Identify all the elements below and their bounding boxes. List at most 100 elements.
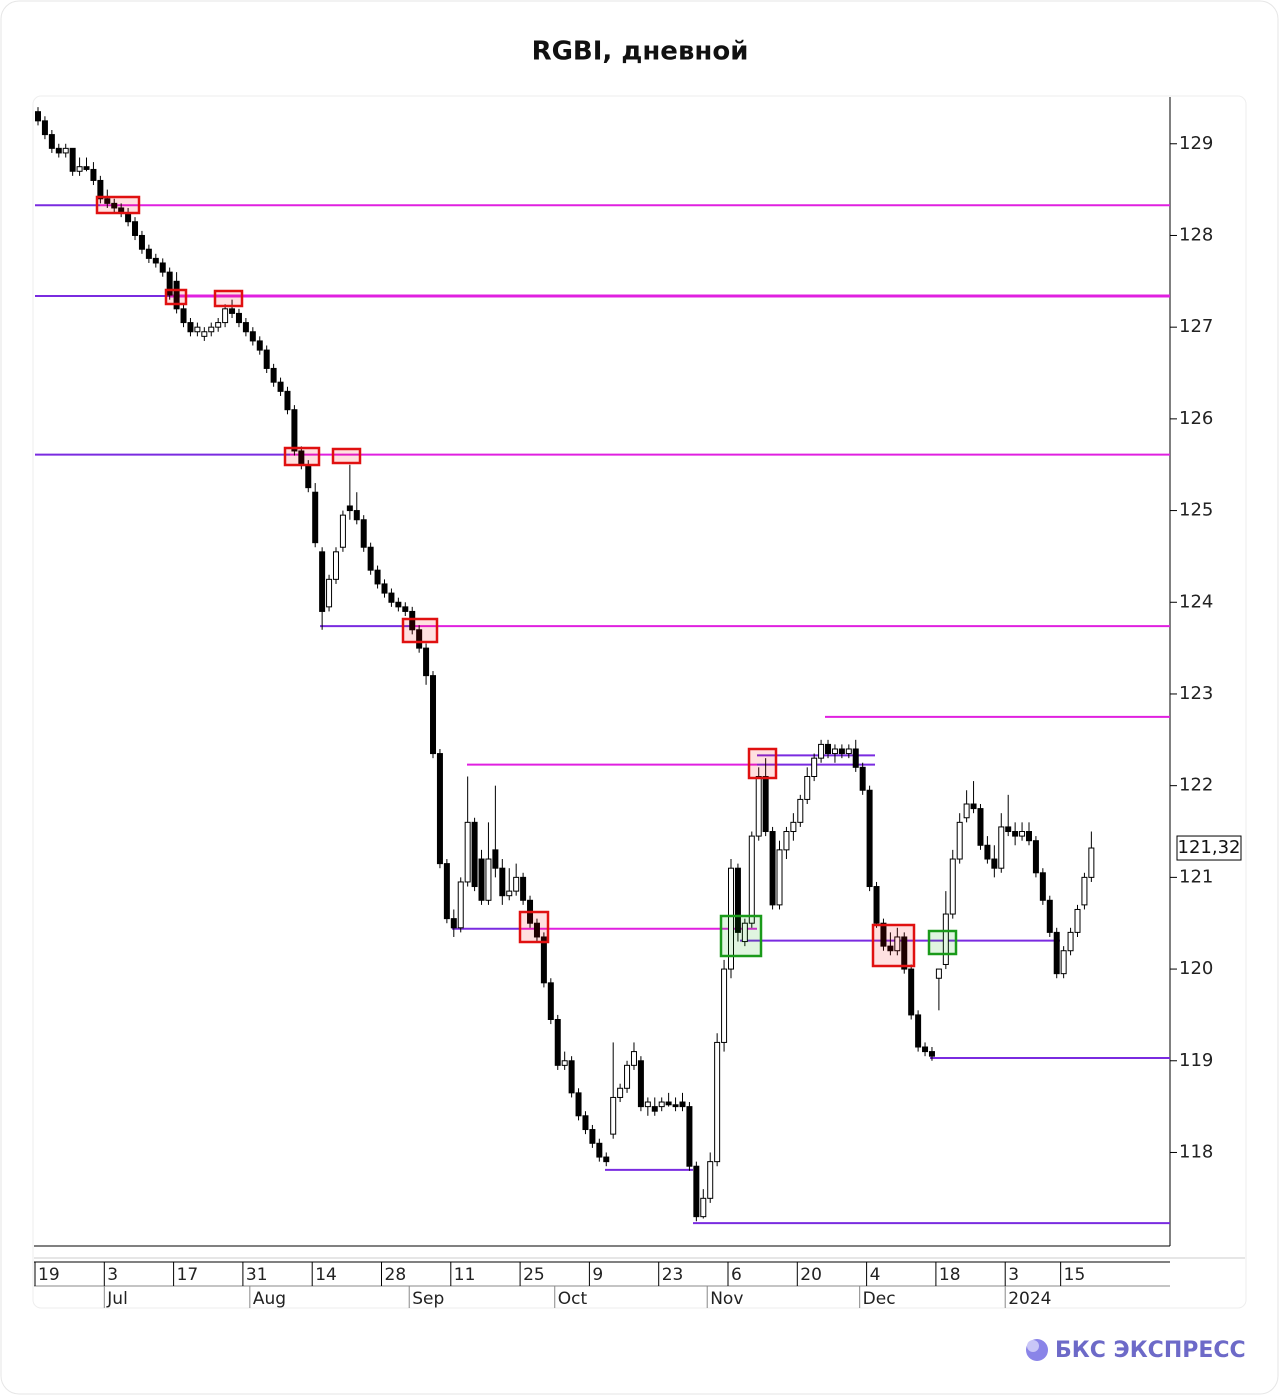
- candle-body: [492, 849, 499, 869]
- y-tick-label: 129: [1179, 133, 1213, 154]
- candle-body: [430, 675, 437, 755]
- candle-body: [589, 1129, 596, 1144]
- y-tick-label: 122: [1179, 775, 1213, 796]
- candle-body: [367, 546, 374, 571]
- candle-body: [991, 858, 998, 869]
- candle-body: [132, 221, 139, 236]
- candle-body: [693, 1165, 700, 1218]
- candle-body: [984, 844, 991, 860]
- candle-body: [1012, 831, 1019, 837]
- candle-body: [388, 592, 395, 603]
- candle-body: [48, 134, 55, 149]
- y-tick-label: 128: [1179, 224, 1213, 245]
- candle-body: [637, 1060, 644, 1108]
- candle-body: [485, 858, 492, 901]
- candle-body: [554, 1019, 561, 1066]
- candle-body: [935, 968, 942, 979]
- annotation-box: [283, 446, 321, 467]
- candle-body: [928, 1051, 935, 1057]
- candle-body: [145, 248, 152, 259]
- candle-body: [1060, 950, 1067, 975]
- candle-body: [229, 308, 236, 314]
- candle-body: [998, 826, 1005, 869]
- candle-body: [630, 1051, 637, 1066]
- candle-body: [270, 367, 277, 383]
- candle-body: [714, 1041, 721, 1163]
- candle-body: [651, 1106, 658, 1112]
- x-tick-label: 9: [592, 1265, 603, 1285]
- candle-body: [416, 629, 423, 649]
- x-tick-label: 6: [731, 1265, 742, 1285]
- month-label: Oct: [558, 1289, 588, 1309]
- y-tick-label: 125: [1179, 500, 1213, 521]
- x-tick-label: 11: [454, 1265, 476, 1285]
- candle-body: [734, 867, 741, 933]
- candle-body: [291, 409, 298, 452]
- candle-body: [963, 803, 970, 819]
- x-tick-label: 17: [177, 1265, 199, 1285]
- candle-body: [360, 519, 367, 548]
- candle-body: [686, 1106, 693, 1167]
- candle-body: [644, 1101, 651, 1108]
- candle-body: [783, 831, 790, 851]
- candle-body: [831, 748, 838, 755]
- candle-body: [811, 757, 818, 777]
- candle-body: [540, 936, 547, 984]
- x-tick-label: 14: [315, 1265, 337, 1285]
- candle-body: [748, 835, 755, 924]
- candle-body: [187, 322, 194, 333]
- candle-body: [506, 890, 513, 897]
- candle-body: [374, 569, 381, 585]
- candle-body: [700, 1197, 707, 1218]
- candle-body: [741, 922, 748, 943]
- y-tick-label: 124: [1179, 591, 1213, 612]
- candle-body: [478, 858, 485, 901]
- x-tick-label: 3: [1008, 1265, 1019, 1285]
- candle-body: [305, 464, 312, 489]
- candle-body: [977, 808, 984, 846]
- candle-body: [513, 876, 520, 892]
- candle-body: [790, 821, 797, 833]
- month-label: Sep: [412, 1289, 444, 1309]
- candle-body: [346, 505, 353, 512]
- last-price-box: [1176, 835, 1242, 861]
- candle-body: [1005, 826, 1012, 833]
- candle-body: [887, 945, 894, 952]
- candle-body: [568, 1060, 575, 1094]
- candle-body: [249, 331, 256, 342]
- candle-body: [762, 775, 769, 833]
- candle-body: [970, 803, 977, 810]
- y-tick-label: 118: [1179, 1141, 1213, 1162]
- candle-body: [1025, 831, 1032, 842]
- candle-body: [111, 202, 118, 209]
- candle-body: [825, 743, 832, 755]
- candle-body: [381, 583, 388, 594]
- candle-body: [436, 753, 443, 865]
- x-tick-label: 20: [800, 1265, 822, 1285]
- candle-body: [138, 234, 145, 250]
- candle-body: [596, 1142, 603, 1158]
- x-tick-label: 4: [870, 1265, 881, 1285]
- candle-body: [159, 262, 166, 273]
- x-tick-label: 3: [107, 1265, 118, 1285]
- candle-body: [152, 257, 159, 264]
- candle-body: [818, 743, 825, 759]
- candle-body: [222, 308, 229, 324]
- candle-body: [409, 610, 416, 631]
- plot-frame: [32, 95, 1247, 1309]
- candle-body: [312, 491, 319, 544]
- month-label: Aug: [253, 1289, 286, 1309]
- candle-body: [776, 849, 783, 906]
- y-tick-label: 119: [1179, 1050, 1213, 1071]
- y-tick-label: 126: [1179, 408, 1213, 429]
- y-tick-label: 120: [1179, 958, 1213, 979]
- candle-body: [561, 1060, 568, 1066]
- candle-body: [1019, 831, 1026, 837]
- candle-body: [263, 349, 270, 369]
- x-tick-label: 31: [246, 1265, 268, 1285]
- candle-body: [610, 1096, 617, 1135]
- candle-body: [90, 168, 97, 181]
- candle-body: [41, 120, 48, 136]
